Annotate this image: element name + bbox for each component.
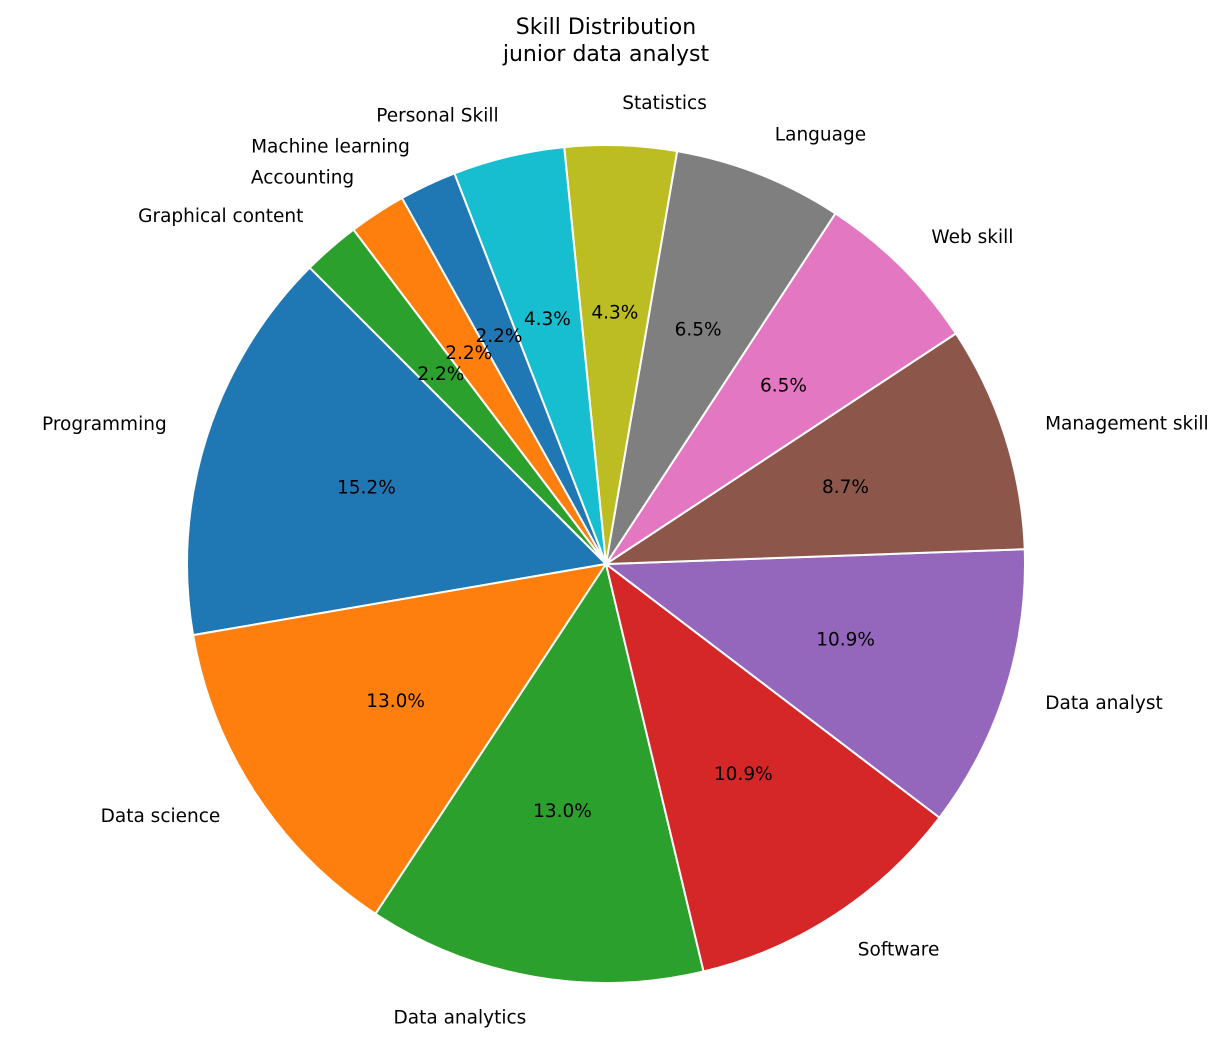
slice-label: Management skill <box>1045 413 1209 434</box>
slice-label: Graphical content <box>138 206 303 227</box>
pie-slices <box>186 144 1026 985</box>
slice-percent-label: 10.9% <box>714 764 773 785</box>
pie-slice-labels: Programming Data science Data analytics Sof… <box>42 93 1209 1029</box>
chart-subtitle: junior data analyst <box>502 42 710 67</box>
pie-slice-data-analytics <box>374 563 705 985</box>
slice-percent-label: 13.0% <box>533 801 592 822</box>
slice-label: Web skill <box>931 227 1013 248</box>
pie-slice-web-skill <box>605 212 957 565</box>
slice-percent-label: 2.2% <box>476 326 523 347</box>
slice-label: Machine learning <box>251 136 410 157</box>
pie-slice-data-science <box>192 563 607 915</box>
slice-percent-label: 13.0% <box>366 691 425 712</box>
slice-label: Data analyst <box>1045 693 1162 714</box>
slice-label: Data science <box>101 806 221 827</box>
slice-percent-label: 2.2% <box>445 343 492 364</box>
slice-percent-label: 10.9% <box>816 630 875 651</box>
slice-percent-label: 4.3% <box>524 309 571 330</box>
pie-slice-graphical-content <box>308 228 607 565</box>
pie-slice-software <box>605 563 941 973</box>
pie-percent-labels: 15.2% 13.0% 13.0% 10.9% 10.9% 8.7% 6.5% 6.5% 4.3… <box>337 302 875 822</box>
slice-label: Software <box>858 940 940 961</box>
slice-label: Accounting <box>251 167 354 188</box>
slice-label: Programming <box>42 414 167 435</box>
pie-slice-programming <box>186 266 607 637</box>
slice-percent-label: 2.2% <box>417 364 464 385</box>
slice-percent-label: 4.3% <box>591 302 638 323</box>
slice-percent-label: 6.5% <box>760 376 807 397</box>
slice-label: Language <box>775 125 866 146</box>
slice-label: Data analytics <box>394 1008 527 1029</box>
pie-slice-language <box>605 150 837 565</box>
slice-percent-label: 6.5% <box>675 320 722 341</box>
pie-slice-data-analyst <box>605 548 1026 819</box>
slice-percent-label: 8.7% <box>822 477 869 498</box>
chart-title: Skill Distribution <box>516 15 696 40</box>
slice-label: Personal Skill <box>376 105 498 126</box>
slice-label: Statistics <box>622 93 707 114</box>
slice-percent-label: 15.2% <box>337 477 396 498</box>
pie-slice-management-skill <box>605 332 1026 565</box>
